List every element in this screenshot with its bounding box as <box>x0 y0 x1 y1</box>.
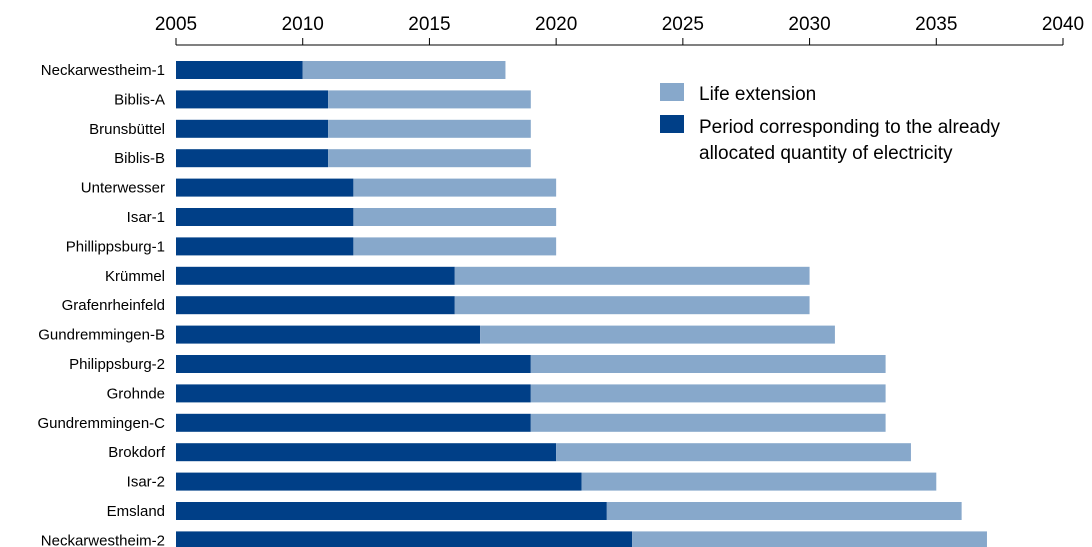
bar-allocated-isar-2 <box>176 472 582 491</box>
bar-extension-neckarwestheim-2 <box>632 531 987 547</box>
bar-extension-neckarwestheim-1 <box>302 61 506 79</box>
x-tick-label: 2015 <box>408 14 450 35</box>
bar-extension-gundremmingen-b <box>480 325 835 344</box>
bar-extension-philippsburg-2 <box>530 355 886 373</box>
category-label-emsland: Emsland <box>107 503 165 520</box>
legend-swatch-allocated-period <box>660 115 684 133</box>
bar-allocated-isar-1 <box>176 208 354 226</box>
category-label-isar-1: Isar-1 <box>127 209 165 226</box>
category-label-krummel: Krümmel <box>105 268 165 285</box>
bar-extension-grafenrheinfeld <box>454 296 810 315</box>
bar-allocated-emsland <box>176 502 607 520</box>
bar-allocated-phillippsburg-1 <box>176 237 354 256</box>
bar-allocated-unterwesser <box>176 178 354 197</box>
bar-allocated-grohnde <box>176 384 531 403</box>
bar-allocated-krummel <box>176 266 455 285</box>
bar-allocated-brunsbuttel <box>176 119 329 138</box>
category-label-brokdorf: Brokdorf <box>108 444 166 461</box>
bar-allocated-neckarwestheim-2 <box>176 531 633 547</box>
category-labels: Neckarwestheim-1 Biblis-A Brunsbüttel Bibli… <box>37 62 165 547</box>
x-tick-label: 2010 <box>282 14 324 35</box>
legend-label-life-extension: Life extension <box>699 84 816 105</box>
category-label-grohnde: Grohnde <box>107 385 165 402</box>
bar-extension-isar-2 <box>581 472 937 491</box>
bar-extension-gundremmingen-c <box>530 413 886 432</box>
x-tick-label: 2030 <box>788 14 830 35</box>
bar-extension-biblis-a <box>328 90 531 109</box>
category-label-grafenrheinfeld: Grafenrheinfeld <box>62 297 165 314</box>
category-label-gundremmingen-b: Gundremmingen-B <box>38 327 165 344</box>
bar-extension-isar-1 <box>353 208 557 226</box>
category-label-phillippsburg-1: Phillippsburg-1 <box>66 238 165 255</box>
bar-extension-emsland <box>606 502 962 520</box>
legend: Life extension Period corresponding to t… <box>660 83 1001 164</box>
bar-extension-grohnde <box>530 384 886 403</box>
legend-swatch-life-extension <box>660 83 684 101</box>
bar-allocated-brokdorf <box>176 443 557 462</box>
bar-allocated-philippsburg-2 <box>176 355 531 373</box>
bar-allocated-gundremmingen-c <box>176 413 531 432</box>
category-label-gundremmingen-c: Gundremmingen-C <box>37 415 165 432</box>
x-tick-label: 2025 <box>662 14 704 35</box>
bar-allocated-grafenrheinfeld <box>176 296 455 315</box>
category-label-isar-2: Isar-2 <box>127 474 165 491</box>
x-tick-label: 2005 <box>155 14 197 35</box>
bar-extension-brokdorf <box>556 443 911 462</box>
bar-allocated-biblis-b <box>176 149 329 168</box>
legend-label-allocated-period-line1: Period corresponding to the already <box>699 117 1001 138</box>
bars <box>176 61 987 547</box>
x-tick-label: 2020 <box>535 14 577 35</box>
bar-allocated-biblis-a <box>176 90 329 109</box>
category-label-neckarwestheim-2: Neckarwestheim-2 <box>41 532 165 547</box>
x-tick-label: 2040 <box>1042 14 1084 35</box>
category-label-brunsbuttel: Brunsbüttel <box>89 121 165 138</box>
bar-extension-biblis-b <box>328 149 531 168</box>
x-tick-label: 2035 <box>915 14 957 35</box>
category-label-neckarwestheim-1: Neckarwestheim-1 <box>41 62 165 79</box>
legend-label-allocated-period-line2: allocated quantity of electricity <box>699 143 953 164</box>
x-axis: 2005 2010 2015 2020 2025 2030 2035 2040 <box>155 14 1084 46</box>
category-label-biblis-a: Biblis-A <box>114 91 165 108</box>
category-label-philippsburg-2: Philippsburg-2 <box>69 356 165 373</box>
bar-extension-krummel <box>454 266 810 285</box>
category-label-biblis-b: Biblis-B <box>114 150 165 167</box>
bar-extension-brunsbuttel <box>328 119 531 138</box>
bar-extension-phillippsburg-1 <box>353 237 557 256</box>
bar-allocated-gundremmingen-b <box>176 325 481 344</box>
bar-allocated-neckarwestheim-1 <box>176 61 303 79</box>
bar-extension-unterwesser <box>353 178 557 197</box>
category-label-unterwesser: Unterwesser <box>81 180 165 197</box>
